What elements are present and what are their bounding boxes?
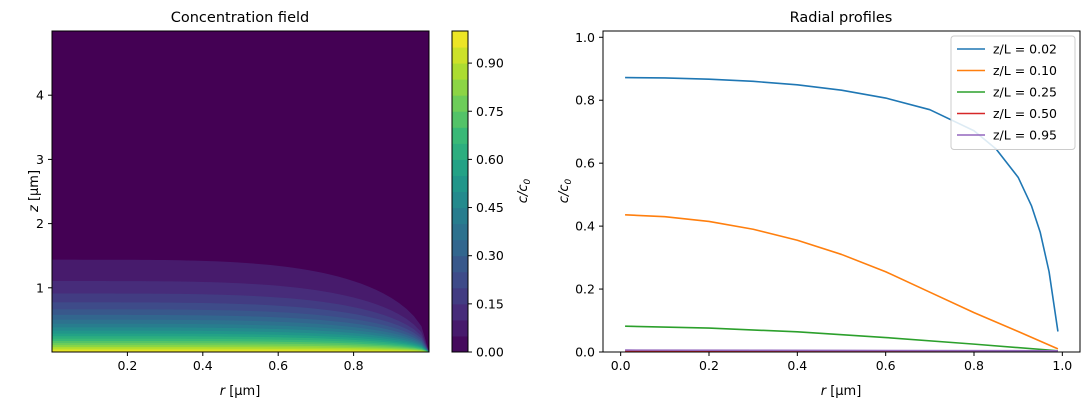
x-tick-label: 1.0 — [1052, 358, 1072, 373]
series-line — [625, 349, 1058, 352]
colorbar-band — [452, 207, 468, 225]
series-line — [625, 325, 1058, 352]
colorbar-band — [452, 335, 468, 353]
y-tick-label: 1 — [36, 280, 44, 295]
heatmap-y-axis-label: z [μm] — [27, 170, 42, 213]
colorbar-band — [452, 303, 468, 321]
series-line — [625, 213, 1059, 350]
x-tick-label: 0.2 — [699, 358, 719, 373]
y-tick-label: 0.6 — [575, 156, 595, 171]
legend-label: z/L = 0.50 — [993, 106, 1057, 121]
y-tick-label: 0.2 — [575, 282, 595, 297]
colorbar: 0.00 0.15 0.30 0.45 0.60 0.75 0.90 c/c0 — [451, 30, 533, 360]
colorbar-band — [452, 95, 468, 112]
colorbar-tick-label: 0.15 — [476, 296, 504, 311]
concentration-field — [52, 31, 429, 352]
colorbar-tick-label: 0.30 — [476, 248, 504, 263]
x-tick-label: 0.4 — [193, 358, 213, 373]
colorbar-band — [452, 143, 468, 160]
y-tick-label: 0.8 — [575, 93, 595, 108]
series-line — [625, 76, 1059, 332]
colorbar-band — [452, 47, 468, 64]
x-tick-label: 0.2 — [117, 358, 137, 373]
heatmap-title: Concentration field — [171, 10, 309, 26]
colorbar-tick-label: 0.60 — [476, 152, 504, 167]
colorbar-band — [452, 159, 468, 176]
colorbar-band — [452, 79, 468, 96]
y-tick-label: 1.0 — [575, 30, 595, 45]
y-tick-label: 2 — [36, 216, 44, 231]
colorbar-tick-label: 0.75 — [476, 104, 504, 119]
colorbar-band — [452, 127, 468, 144]
colorbar-frame — [451, 30, 469, 353]
profiles-y-axis-label: c/c0 — [557, 179, 574, 204]
heatmap-panel: Concentration field 0.2 0.4 0.6 0.8 1 2 3 4 r … — [27, 10, 430, 399]
colorbar-ticks: 0.00 0.15 0.30 0.45 0.60 0.75 0.90 — [468, 56, 504, 360]
heatmap-x-axis-label: r [μm] — [220, 384, 261, 399]
profiles-frame — [602, 30, 1081, 353]
x-tick-label: 0.8 — [964, 358, 984, 373]
profiles-x-ticks: 0.0 0.2 0.4 0.6 0.8 1.0 — [611, 352, 1072, 373]
y-tick-label: 4 — [36, 88, 44, 103]
legend: z/L = 0.02 z/L = 0.10 z/L = 0.25 z/L = 0.50… — [950, 35, 1076, 150]
colorbar-band — [452, 319, 468, 337]
colorbar-bands — [452, 31, 468, 353]
colorbar-band — [452, 191, 468, 209]
colorbar-tick-label: 0.90 — [476, 56, 504, 71]
colorbar-band — [452, 175, 468, 192]
colorbar-tick-label: 0.00 — [476, 345, 504, 360]
heatmap-y-ticks: 1 2 3 4 — [36, 88, 52, 295]
x-tick-label: 0.6 — [268, 358, 288, 373]
legend-label: z/L = 0.02 — [993, 42, 1057, 57]
colorbar-band — [452, 239, 468, 257]
legend-box — [950, 35, 1076, 150]
x-tick-label: 0.8 — [344, 358, 364, 373]
profiles-panel: Radial profiles 0.0 0.2 0.4 0.6 0.8 1.0 0.00.… — [557, 10, 1081, 399]
colorbar-band — [452, 31, 468, 48]
x-tick-label: 0.0 — [611, 358, 631, 373]
y-tick-label: 3 — [36, 152, 44, 167]
colorbar-band — [452, 287, 468, 305]
colorbar-band — [452, 271, 468, 289]
heatmap-frame — [51, 30, 430, 353]
profiles-x-axis-label: r [μm] — [821, 384, 862, 399]
legend-label: z/L = 0.10 — [993, 63, 1057, 78]
colorbar-band — [452, 63, 468, 80]
heatmap-x-ticks: 0.2 0.4 0.6 0.8 — [117, 352, 364, 373]
profiles-title: Radial profiles — [790, 10, 893, 26]
y-tick-label: 0.4 — [575, 219, 595, 234]
legend-label: z/L = 0.95 — [993, 128, 1057, 143]
colorbar-band — [452, 223, 468, 241]
y-tick-label: 0.0 — [575, 345, 595, 360]
profiles-y-ticks: 0.0 0.2 0.4 0.6 0.8 1.0 — [575, 30, 603, 360]
colorbar-band — [452, 255, 468, 273]
colorbar-tick-label: 0.45 — [476, 200, 504, 215]
colorbar-band — [452, 111, 468, 128]
x-tick-label: 0.6 — [876, 358, 896, 373]
legend-label: z/L = 0.25 — [993, 85, 1057, 100]
colorbar-label: c/c0 — [516, 179, 533, 204]
x-tick-label: 0.4 — [787, 358, 807, 373]
